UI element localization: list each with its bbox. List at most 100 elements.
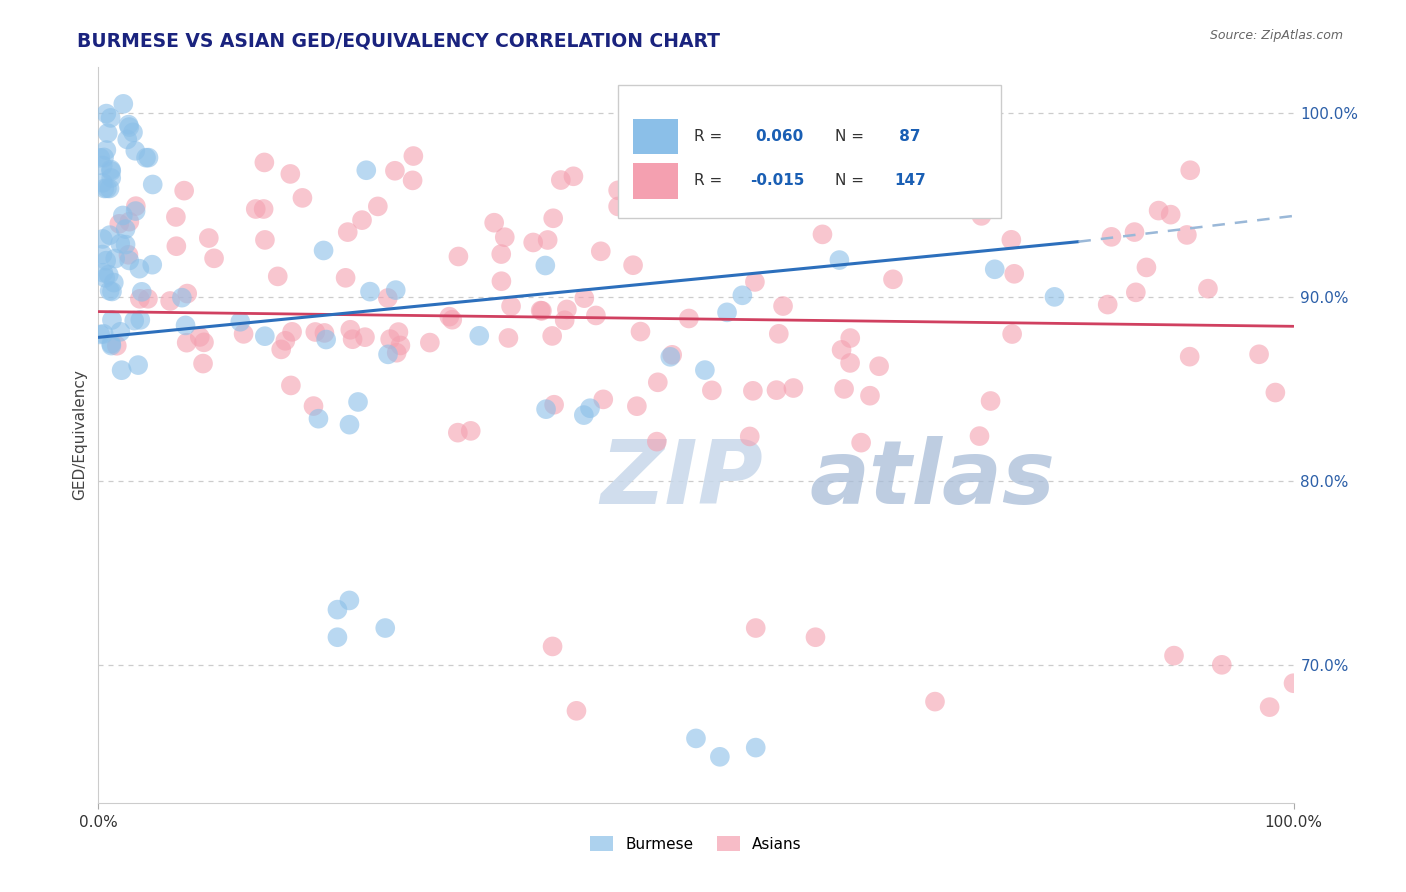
Asians bbox=[745, 621, 768, 635]
Asians bbox=[302, 399, 325, 413]
Asians bbox=[1180, 163, 1202, 178]
Burmese bbox=[97, 268, 120, 282]
Asians bbox=[419, 335, 441, 350]
Asians bbox=[489, 247, 512, 261]
Burmese bbox=[384, 283, 406, 297]
Burmese bbox=[468, 328, 491, 343]
FancyBboxPatch shape bbox=[619, 86, 1001, 218]
Burmese bbox=[374, 621, 396, 635]
Text: N =: N = bbox=[835, 173, 869, 188]
Bar bbox=[633, 163, 678, 199]
Asians bbox=[498, 331, 520, 345]
Asians bbox=[607, 183, 630, 197]
Burmese bbox=[108, 236, 131, 251]
Burmese bbox=[174, 318, 197, 333]
Asians bbox=[291, 191, 314, 205]
Text: ZIP: ZIP bbox=[600, 435, 763, 523]
Burmese bbox=[129, 313, 152, 327]
Burmese bbox=[124, 144, 146, 158]
Asians bbox=[607, 199, 630, 213]
Asians bbox=[875, 193, 897, 207]
Burmese bbox=[101, 285, 124, 299]
Asians bbox=[530, 303, 553, 318]
Asians bbox=[574, 291, 596, 305]
Burmese bbox=[104, 252, 127, 266]
Asians bbox=[378, 332, 401, 346]
Asians bbox=[761, 196, 783, 211]
Burmese bbox=[659, 350, 682, 364]
Burmese bbox=[115, 132, 138, 146]
Asians bbox=[661, 348, 683, 362]
Burmese bbox=[229, 315, 252, 329]
Burmese bbox=[377, 347, 399, 361]
Burmese bbox=[534, 402, 557, 417]
Asians bbox=[441, 312, 464, 326]
Text: -0.015: -0.015 bbox=[749, 173, 804, 188]
Asians bbox=[278, 167, 301, 181]
Burmese bbox=[534, 259, 557, 273]
Asians bbox=[645, 434, 668, 449]
Asians bbox=[630, 325, 652, 339]
Asians bbox=[108, 217, 131, 231]
Asians bbox=[738, 429, 761, 443]
Asians bbox=[868, 359, 890, 374]
Asians bbox=[335, 270, 357, 285]
Text: N =: N = bbox=[835, 129, 869, 145]
Asians bbox=[633, 198, 655, 212]
Asians bbox=[198, 231, 221, 245]
Asians bbox=[387, 325, 409, 339]
Asians bbox=[555, 302, 578, 317]
Burmese bbox=[100, 338, 122, 352]
Asians bbox=[882, 272, 904, 286]
Asians bbox=[1001, 326, 1024, 341]
Burmese bbox=[315, 333, 337, 347]
Asians bbox=[849, 435, 872, 450]
Burmese bbox=[94, 270, 117, 285]
Asians bbox=[402, 149, 425, 163]
Burmese bbox=[128, 261, 150, 276]
Burmese bbox=[93, 266, 115, 280]
Burmese bbox=[118, 120, 141, 134]
Asians bbox=[165, 210, 187, 224]
Burmese bbox=[253, 329, 276, 343]
Asians bbox=[270, 343, 292, 357]
Asians bbox=[274, 334, 297, 348]
Asians bbox=[188, 330, 211, 344]
Burmese bbox=[579, 401, 602, 416]
Asians bbox=[245, 202, 267, 216]
Asians bbox=[491, 274, 513, 288]
Burmese bbox=[91, 232, 114, 246]
Asians bbox=[522, 235, 544, 250]
Burmese bbox=[716, 305, 738, 319]
Burmese bbox=[91, 176, 114, 190]
Burmese bbox=[745, 740, 768, 755]
Asians bbox=[439, 310, 461, 324]
Asians bbox=[541, 329, 564, 343]
Burmese bbox=[91, 247, 114, 261]
Burmese bbox=[101, 313, 124, 327]
Asians bbox=[1258, 700, 1281, 714]
Asians bbox=[970, 209, 993, 223]
Asians bbox=[339, 323, 361, 337]
Asians bbox=[385, 345, 408, 359]
Burmese bbox=[122, 313, 145, 327]
Asians bbox=[647, 376, 669, 390]
Asians bbox=[367, 199, 389, 213]
Burmese bbox=[96, 143, 118, 157]
Burmese bbox=[96, 181, 118, 195]
Asians bbox=[640, 169, 662, 183]
Asians bbox=[253, 202, 276, 216]
Asians bbox=[1123, 225, 1146, 239]
Burmese bbox=[693, 363, 716, 377]
Burmese bbox=[112, 96, 135, 111]
Asians bbox=[562, 169, 585, 184]
Asians bbox=[969, 429, 991, 443]
Asians bbox=[834, 161, 856, 176]
Burmese bbox=[312, 244, 335, 258]
Asians bbox=[1097, 297, 1119, 311]
Burmese bbox=[98, 228, 121, 243]
Asians bbox=[159, 293, 181, 308]
Burmese bbox=[135, 151, 157, 165]
Asians bbox=[165, 239, 187, 253]
Asians bbox=[499, 299, 522, 313]
